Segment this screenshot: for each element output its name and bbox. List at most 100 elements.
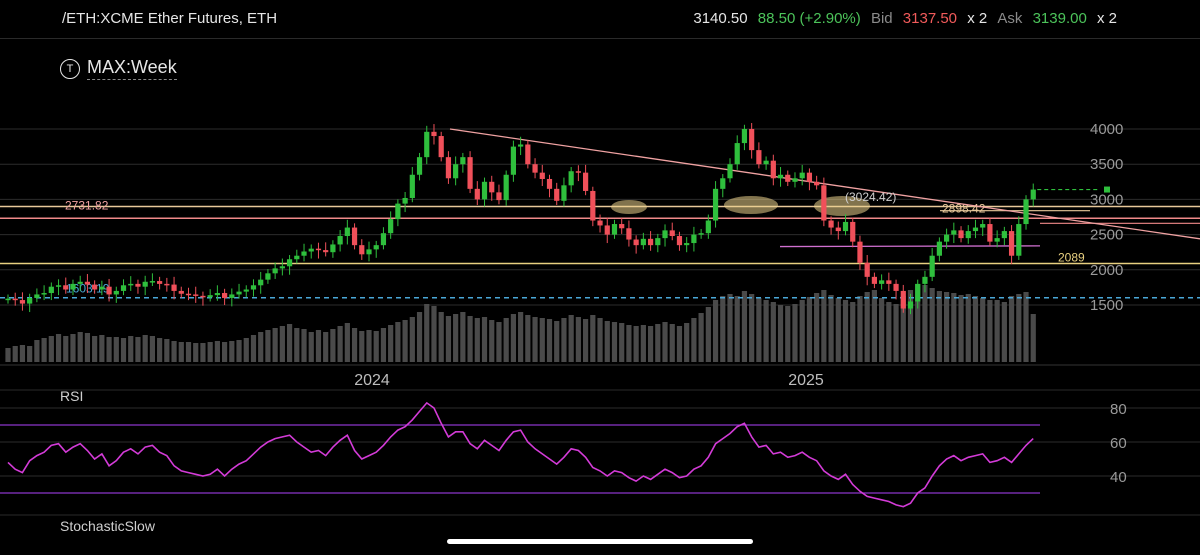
volume-bar: [135, 337, 141, 362]
y-tick-label: 2500: [1090, 227, 1123, 244]
price-change: 88.50 (+2.90%): [757, 10, 861, 27]
volume-bar: [438, 312, 444, 362]
candle-body: [402, 197, 408, 204]
volume-bar: [669, 324, 675, 362]
volume-bar: [359, 331, 365, 362]
candle-body: [19, 300, 26, 304]
volume-bar: [503, 318, 509, 362]
candle-body: [1008, 231, 1015, 256]
candle-body: [879, 280, 885, 284]
candle-body: [63, 285, 69, 290]
candle-body: [344, 227, 350, 237]
volume-bar: [936, 291, 942, 362]
volume-bar: [871, 290, 877, 362]
candle-body: [380, 233, 387, 246]
volume-bar: [835, 298, 841, 362]
volume-bar: [929, 288, 935, 362]
candle-body: [720, 178, 726, 189]
volume-bar: [777, 305, 784, 362]
volume-bar: [5, 348, 11, 362]
volume-bar: [987, 300, 993, 362]
candle-body: [337, 236, 343, 245]
candle-body: [178, 290, 184, 294]
volume-bar: [77, 332, 83, 362]
volume-bar: [655, 324, 661, 362]
candle-body: [633, 239, 639, 246]
last-price-marker: [1104, 186, 1110, 193]
candle-body: [1016, 224, 1022, 256]
bid-value: 3137.50: [902, 10, 958, 27]
volume-bar: [453, 314, 459, 362]
candle-body: [987, 224, 993, 242]
volume-bar: [92, 336, 98, 362]
volume-bar: [1008, 296, 1015, 362]
candle-body: [749, 129, 755, 151]
candle-body: [84, 281, 91, 285]
volume-bar: [554, 321, 560, 362]
volume-bar: [749, 294, 755, 362]
candle-body: [951, 230, 957, 235]
trend-line: [449, 128, 1200, 240]
candle-body: [128, 283, 134, 286]
volume-bar: [907, 290, 914, 362]
volume-bar: [265, 330, 271, 362]
ask-label: Ask: [997, 10, 1023, 27]
candle-body: [980, 224, 986, 228]
volume-bar: [214, 341, 220, 362]
candle-body: [893, 283, 899, 291]
candle-body: [698, 233, 704, 235]
candle-body: [185, 293, 192, 296]
candle-body: [799, 172, 805, 179]
volume-bar: [951, 293, 957, 362]
volume-bar: [799, 300, 805, 362]
volume-bar: [55, 334, 62, 362]
volume-bar: [525, 315, 531, 362]
interval-selector[interactable]: T MAX:Week: [60, 57, 177, 80]
volume-bar: [958, 295, 964, 362]
candle-body: [236, 291, 242, 295]
candle-body: [431, 131, 437, 137]
candle-body: [886, 280, 892, 284]
bid-label: Bid: [870, 10, 893, 27]
volume-bar: [474, 318, 480, 362]
volume-bar: [330, 329, 336, 362]
home-indicator[interactable]: [447, 539, 753, 544]
header-divider: [0, 38, 1200, 39]
volume-bar: [741, 291, 748, 362]
candle-body: [510, 146, 516, 175]
volume-bar: [207, 342, 213, 362]
highlight-oval: [814, 196, 870, 216]
volume-bar: [366, 330, 372, 362]
volume-bar: [424, 304, 430, 362]
candle-body: [518, 144, 524, 147]
candle-body: [474, 188, 480, 200]
candle-body: [460, 157, 466, 165]
candle-body: [575, 171, 581, 173]
volume-bar: [785, 306, 791, 362]
volume-bar: [1030, 314, 1036, 362]
candle-body: [828, 220, 834, 228]
volume-bar: [886, 302, 892, 362]
candle-body: [958, 230, 964, 239]
candle-body: [308, 248, 314, 252]
candle-body: [243, 289, 249, 292]
volume-bar: [402, 320, 408, 362]
volume-bar: [965, 294, 971, 362]
volume-bar: [647, 326, 654, 362]
symbol-title[interactable]: /ETH:XCME Ether Futures, ETH: [62, 10, 278, 27]
volume-bar: [633, 326, 639, 362]
candle-body: [113, 290, 119, 295]
volume-bar: [467, 316, 473, 362]
candle-body: [972, 227, 979, 232]
candle-body: [756, 150, 762, 165]
volume-bar: [727, 294, 733, 362]
volume-bar: [128, 336, 134, 362]
volume-bar: [828, 295, 834, 362]
volume-bar: [323, 332, 329, 362]
candle-body: [684, 243, 690, 246]
candle-body: [5, 298, 11, 301]
candle-body: [554, 188, 560, 201]
candle-body: [532, 164, 538, 173]
volume-bar: [171, 341, 177, 362]
